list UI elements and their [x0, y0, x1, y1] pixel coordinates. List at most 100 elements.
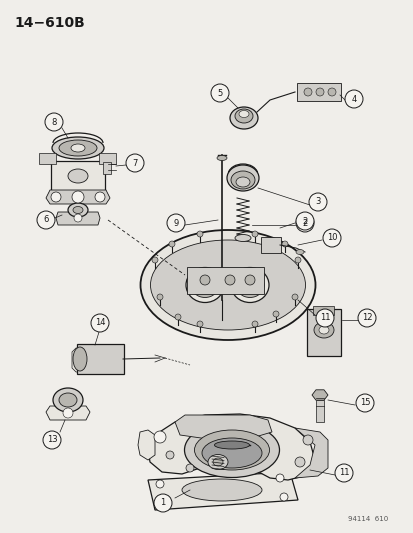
- Circle shape: [152, 257, 158, 263]
- FancyBboxPatch shape: [315, 400, 323, 422]
- Circle shape: [344, 90, 362, 108]
- FancyBboxPatch shape: [260, 237, 280, 253]
- Ellipse shape: [184, 423, 279, 478]
- Polygon shape: [311, 390, 327, 400]
- Ellipse shape: [214, 441, 249, 449]
- Ellipse shape: [212, 458, 223, 466]
- Ellipse shape: [230, 268, 268, 303]
- Circle shape: [126, 154, 144, 172]
- Ellipse shape: [202, 438, 261, 468]
- Ellipse shape: [235, 109, 252, 123]
- Polygon shape: [138, 430, 154, 460]
- Polygon shape: [46, 406, 90, 420]
- Ellipse shape: [190, 272, 218, 297]
- Ellipse shape: [140, 230, 315, 340]
- FancyBboxPatch shape: [306, 309, 340, 356]
- Circle shape: [303, 88, 311, 96]
- Ellipse shape: [194, 430, 269, 470]
- Circle shape: [294, 257, 300, 263]
- Text: 7: 7: [132, 158, 138, 167]
- Circle shape: [197, 231, 202, 237]
- Text: 13: 13: [47, 435, 57, 445]
- Ellipse shape: [226, 165, 259, 191]
- Polygon shape: [147, 472, 297, 510]
- Circle shape: [157, 294, 163, 300]
- Ellipse shape: [59, 140, 97, 156]
- Text: 14: 14: [95, 319, 105, 327]
- Ellipse shape: [235, 272, 263, 297]
- Polygon shape: [294, 428, 327, 478]
- Circle shape: [199, 275, 209, 285]
- Text: 15: 15: [359, 399, 369, 408]
- Circle shape: [291, 294, 297, 300]
- Polygon shape: [46, 190, 110, 204]
- Text: 3: 3: [315, 198, 320, 206]
- Circle shape: [37, 211, 55, 229]
- Polygon shape: [175, 415, 271, 440]
- Ellipse shape: [68, 203, 88, 217]
- Circle shape: [357, 309, 375, 327]
- Circle shape: [355, 394, 373, 412]
- Text: 14−610B: 14−610B: [14, 16, 85, 30]
- Ellipse shape: [73, 347, 87, 371]
- FancyBboxPatch shape: [296, 83, 340, 101]
- Circle shape: [281, 241, 287, 247]
- Circle shape: [166, 451, 173, 459]
- Circle shape: [294, 457, 304, 467]
- Text: 11: 11: [319, 313, 330, 322]
- Ellipse shape: [53, 388, 83, 412]
- Ellipse shape: [235, 235, 250, 241]
- Circle shape: [154, 494, 171, 512]
- Ellipse shape: [230, 107, 257, 129]
- FancyBboxPatch shape: [77, 344, 124, 374]
- Circle shape: [91, 314, 109, 332]
- Circle shape: [295, 212, 313, 230]
- FancyBboxPatch shape: [313, 305, 334, 314]
- Text: 6: 6: [43, 215, 49, 224]
- Polygon shape: [147, 414, 314, 480]
- Circle shape: [327, 88, 335, 96]
- Polygon shape: [56, 212, 100, 225]
- Circle shape: [166, 214, 185, 232]
- Circle shape: [63, 408, 73, 418]
- Ellipse shape: [150, 240, 305, 330]
- Circle shape: [302, 435, 312, 445]
- Text: 94114  610: 94114 610: [347, 516, 387, 522]
- FancyBboxPatch shape: [39, 152, 56, 164]
- Circle shape: [185, 464, 194, 472]
- Ellipse shape: [182, 479, 261, 501]
- Text: 1: 1: [160, 498, 165, 507]
- Ellipse shape: [230, 171, 254, 189]
- Ellipse shape: [318, 326, 328, 334]
- Circle shape: [252, 321, 257, 327]
- Circle shape: [295, 214, 313, 232]
- Ellipse shape: [216, 156, 226, 160]
- Circle shape: [275, 474, 283, 482]
- Ellipse shape: [73, 206, 83, 214]
- Circle shape: [51, 192, 61, 202]
- Text: 5: 5: [217, 88, 222, 98]
- FancyBboxPatch shape: [103, 161, 111, 174]
- Ellipse shape: [185, 268, 223, 303]
- Text: 2: 2: [301, 216, 307, 225]
- Ellipse shape: [71, 144, 85, 152]
- Circle shape: [95, 192, 105, 202]
- Circle shape: [158, 501, 166, 509]
- Text: 4: 4: [351, 94, 356, 103]
- Circle shape: [211, 84, 228, 102]
- Ellipse shape: [238, 110, 248, 117]
- Circle shape: [43, 431, 61, 449]
- Ellipse shape: [59, 393, 77, 407]
- Circle shape: [197, 321, 202, 327]
- FancyBboxPatch shape: [51, 161, 105, 191]
- Circle shape: [74, 214, 82, 222]
- Circle shape: [315, 309, 333, 327]
- Circle shape: [322, 229, 340, 247]
- Circle shape: [45, 113, 63, 131]
- Circle shape: [279, 493, 287, 501]
- Circle shape: [252, 231, 257, 237]
- Circle shape: [156, 480, 164, 488]
- Ellipse shape: [235, 177, 249, 187]
- Ellipse shape: [207, 455, 228, 470]
- Circle shape: [154, 431, 166, 443]
